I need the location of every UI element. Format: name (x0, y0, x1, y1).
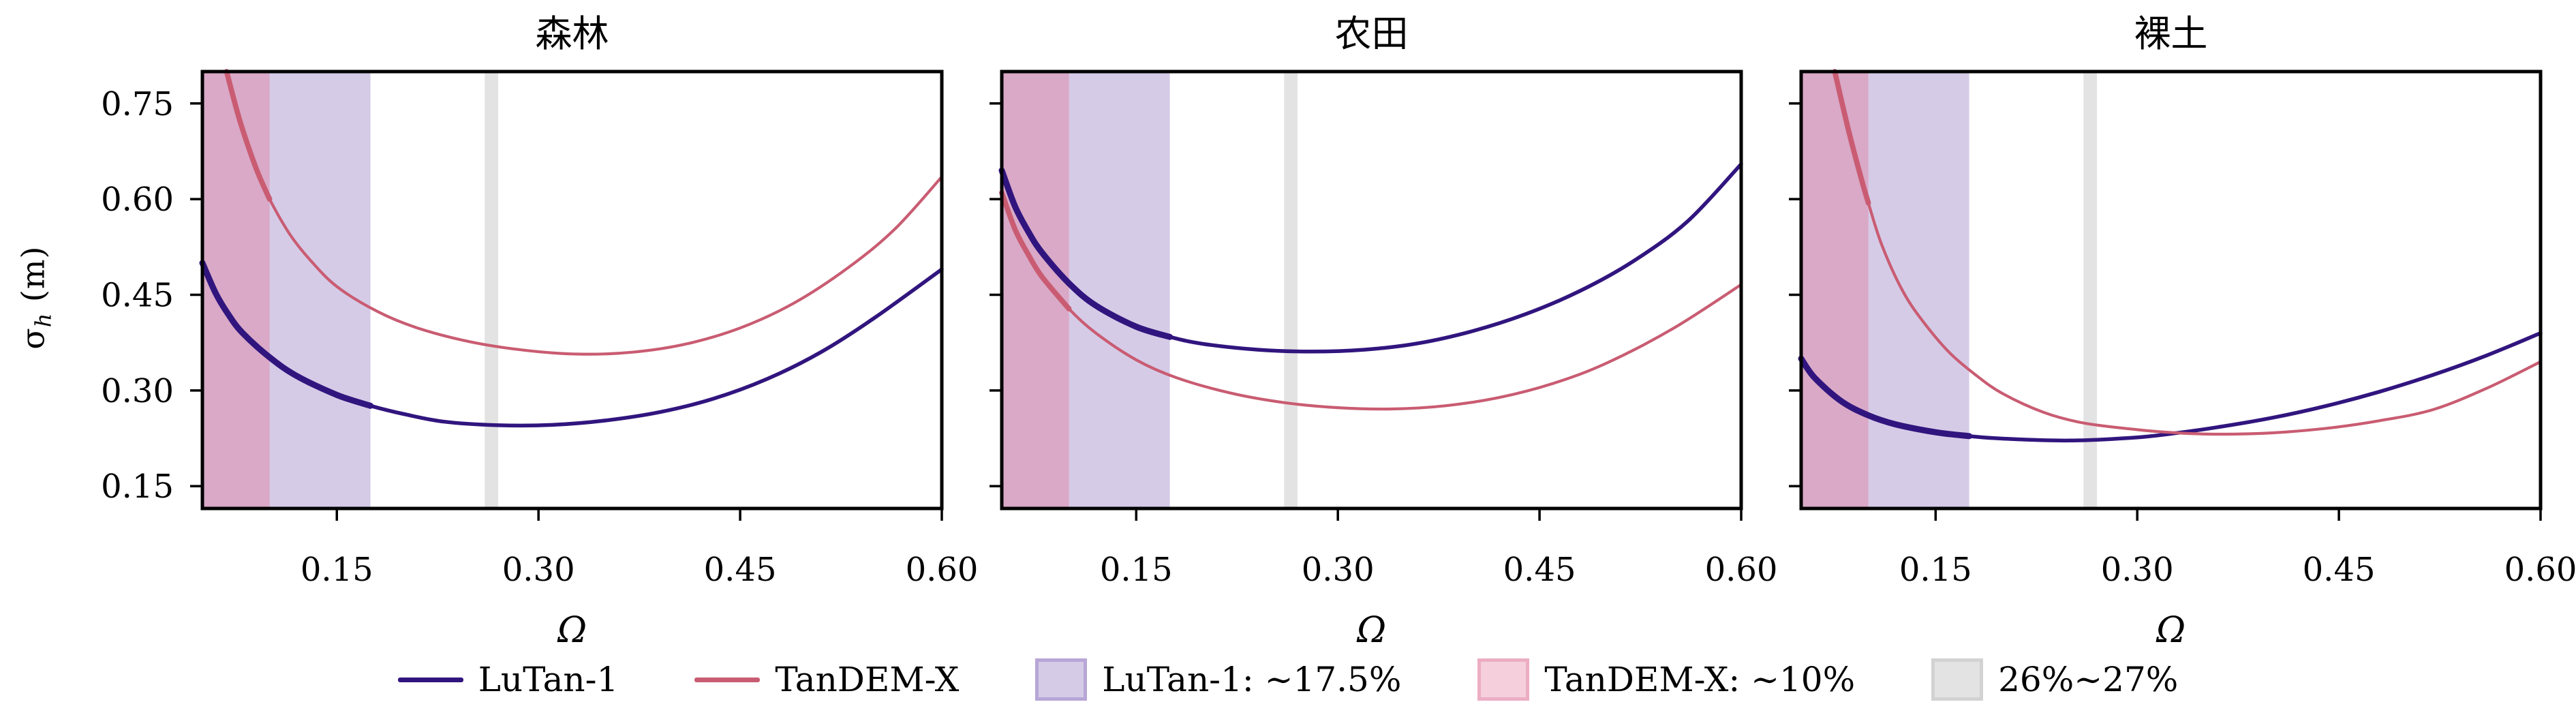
x-axis-label: Ω (1356, 610, 1386, 651)
chart-title: 森林 (536, 12, 609, 55)
curve-bold-tandemx (1832, 69, 1871, 206)
legend-label: TanDEM-X (775, 660, 960, 699)
y-tick-label: 0.75 (101, 85, 174, 123)
band-gray (485, 72, 498, 508)
legend-item: TanDEM-X (694, 660, 959, 699)
x-tick-label: 0.15 (1899, 551, 1972, 589)
x-tick-label: 0.30 (502, 551, 575, 589)
y-axis-label: σh (m) (14, 202, 56, 393)
x-axis-label: Ω (2156, 610, 2186, 651)
x-tick-label: 0.60 (2504, 551, 2576, 589)
x-tick-label: 0.60 (1705, 551, 1778, 589)
curve-tandemx (1833, 70, 2543, 436)
band-tandemx (1002, 72, 1069, 508)
band-tandemx (1801, 72, 1869, 508)
y-tick-label: 0.60 (101, 181, 174, 219)
curve-bold-lutan1 (199, 260, 374, 409)
x-tick-label: 0.60 (906, 551, 979, 589)
legend-line-swatch (397, 677, 463, 682)
legend-box-swatch (1477, 658, 1530, 701)
band-gray (2083, 72, 2097, 508)
legend-box-swatch (1035, 658, 1088, 701)
x-tick-label: 0.45 (1503, 551, 1576, 589)
legend-item: LuTan-1: ∼17.5% (1035, 658, 1401, 701)
y-axis-label-subscript: h (30, 312, 57, 328)
x-tick-label: 0.30 (2101, 551, 2174, 589)
legend-item: LuTan-1 (397, 660, 619, 699)
x-tick-label: 0.15 (301, 551, 373, 589)
x-tick-label: 0.30 (1302, 551, 1375, 589)
legend-line-swatch (694, 677, 761, 682)
plot-frame (200, 70, 944, 511)
legend-label: LuTan-1 (478, 660, 619, 699)
legend-label: TanDEM-X: ∼10% (1544, 660, 1856, 699)
curve-bold-tandemx (999, 189, 1072, 311)
legend-box-swatch (1931, 658, 1984, 701)
x-axis-label: Ω (557, 610, 587, 651)
y-axis-label-sigma: σ (14, 327, 52, 350)
legend-label: LuTan-1: ∼17.5% (1102, 660, 1402, 699)
x-tick-label: 0.45 (704, 551, 777, 589)
curve-bold-lutan1 (1798, 355, 1973, 440)
legend-label: 26%∼27% (1998, 660, 2179, 699)
legend: LuTan-1 TanDEM-X LuTan-1: ∼17.5% TanDEM-X: … (0, 647, 2576, 712)
x-tick-label: 0.45 (2303, 551, 2376, 589)
band-gray (1284, 72, 1298, 508)
chart-title: 农田 (1335, 12, 1409, 55)
y-tick-label: 0.30 (101, 372, 174, 410)
plot-frame (1799, 70, 2543, 511)
curve-bold-tandemx (224, 69, 273, 202)
legend-item: 26%∼27% (1931, 658, 2178, 701)
y-axis-label-unit: (m) (14, 245, 52, 313)
chart-title: 裸土 (2134, 12, 2208, 55)
plot-frame (1000, 70, 1743, 511)
legend-item: TanDEM-X: ∼10% (1477, 658, 1855, 701)
curve-bold-lutan1 (998, 167, 1174, 340)
y-tick-label: 0.15 (101, 468, 174, 506)
x-tick-label: 0.15 (1100, 551, 1173, 589)
y-tick-label: 0.45 (101, 277, 174, 315)
